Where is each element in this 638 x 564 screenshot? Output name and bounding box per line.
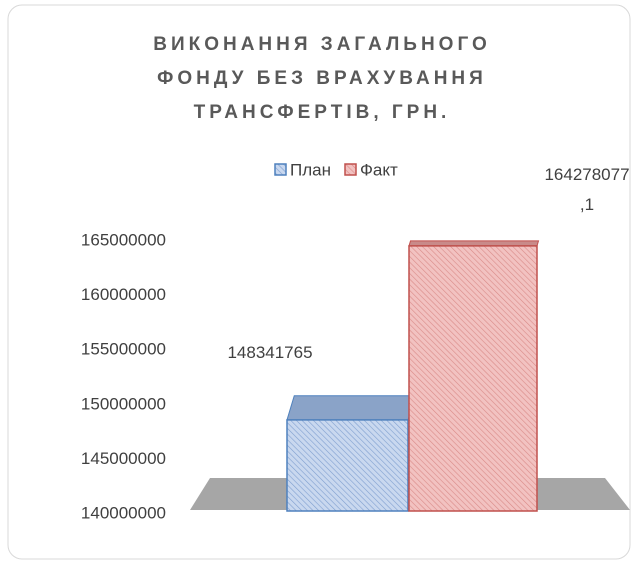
y-tick-label: 140000000	[81, 503, 166, 522]
y-tick-label: 145000000	[81, 449, 166, 468]
data-label: 148341765	[227, 343, 313, 362]
legend-swatch	[274, 163, 287, 176]
legend-label: План	[290, 160, 331, 179]
chart-title: ВИКОНАННЯ ЗАГАЛЬНОГО	[153, 34, 491, 55]
chart-title: ФОНДУ БЕЗ ВРАХУВАННЯ	[157, 68, 487, 89]
y-tick-label: 165000000	[81, 230, 166, 249]
chart-title: ТРАНСФЕРТІВ, ГРН.	[194, 102, 451, 123]
legend-swatch	[344, 163, 357, 176]
data-label: 164278077,1	[544, 165, 630, 214]
y-tick-label: 155000000	[81, 340, 166, 359]
bar	[286, 419, 409, 512]
y-tick-label: 160000000	[81, 285, 166, 304]
bar	[408, 245, 538, 512]
bar-top	[286, 395, 416, 421]
y-tick-label: 150000000	[81, 394, 166, 413]
legend-label: Факт	[360, 160, 398, 179]
bar-top	[408, 240, 540, 247]
